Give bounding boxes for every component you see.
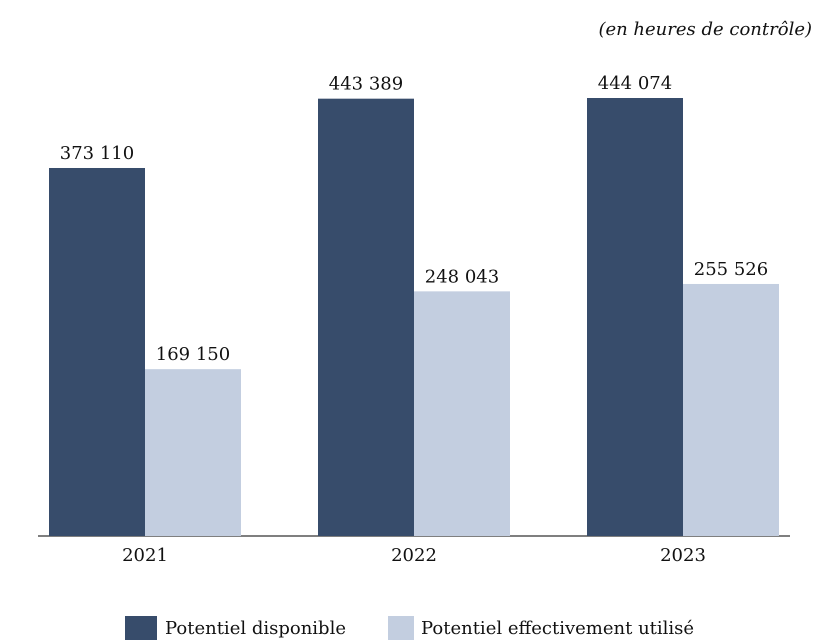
legend-label: Potentiel disponible bbox=[165, 618, 346, 639]
legend-swatch bbox=[125, 616, 157, 640]
bar bbox=[587, 98, 683, 536]
data-label: 248 043 bbox=[425, 266, 499, 287]
data-label: 444 074 bbox=[598, 73, 672, 94]
bar bbox=[49, 167, 145, 537]
legend-label: Potentiel effectivement utilisé bbox=[421, 618, 694, 639]
data-label: 255 526 bbox=[694, 259, 768, 280]
bar bbox=[414, 291, 510, 536]
x-tick-label: 2022 bbox=[391, 545, 437, 566]
data-label: 443 389 bbox=[329, 74, 403, 95]
legend-swatch bbox=[388, 616, 414, 640]
data-label: 169 150 bbox=[156, 344, 230, 365]
x-tick-label: 2023 bbox=[660, 545, 706, 566]
bar bbox=[145, 369, 241, 536]
bar bbox=[683, 283, 779, 536]
data-label: 373 110 bbox=[60, 143, 134, 164]
chart-subtitle: (en heures de contrôle) bbox=[598, 19, 812, 40]
x-tick-label: 2021 bbox=[122, 545, 168, 566]
bar bbox=[318, 98, 414, 536]
